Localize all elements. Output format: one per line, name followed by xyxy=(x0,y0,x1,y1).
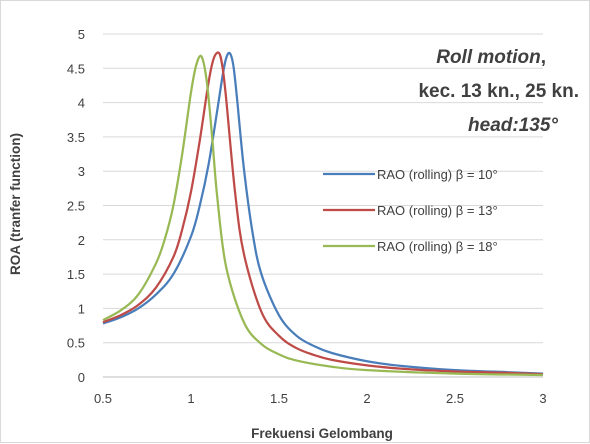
y-tick-label: 1 xyxy=(78,301,85,316)
y-tick-label: 2 xyxy=(78,233,85,248)
legend-label-3: RAO (rolling) β = 18° xyxy=(377,239,498,254)
x-tick-label: 1.5 xyxy=(270,391,288,406)
y-tick-label: 5 xyxy=(78,27,85,42)
y-tick-label: 0.5 xyxy=(67,336,85,351)
y-tick-label: 1.5 xyxy=(67,267,85,282)
series-line-3 xyxy=(102,54,544,377)
tick-labels: 0 0.5 1 1.5 2 2.5 3 3.5 4 4.5 5 0.5 1 1.5 2 2.5 3 xyxy=(67,27,547,406)
legend: RAO (rolling) β = 10° RAO (rolling) β = 1… xyxy=(323,167,498,254)
series-line-1 xyxy=(102,51,544,375)
x-tick-label: 1 xyxy=(187,391,194,406)
y-axis-title: ROA (tranfer function) xyxy=(8,133,23,275)
y-tick-label: 0 xyxy=(78,370,85,385)
x-tick-label: 2.5 xyxy=(446,391,464,406)
x-tick-label: 3 xyxy=(539,391,546,406)
series-line-2 xyxy=(102,51,544,376)
y-tick-label: 3.5 xyxy=(67,130,85,145)
annotation-roll-motion: Roll motion xyxy=(436,47,540,68)
x-axis-title: Frekuensi Gelombang xyxy=(251,426,393,441)
y-tick-label: 2.5 xyxy=(67,199,85,214)
annotation-line-3: head:135° xyxy=(468,115,558,136)
legend-label-1: RAO (rolling) β = 10° xyxy=(377,167,498,182)
annotation-line-2: kec. 13 kn., 25 kn. xyxy=(418,81,579,102)
chart-annotation: Roll motion, kec. 13 kn., 25 kn. head:13… xyxy=(418,47,579,136)
y-tick-label: 3 xyxy=(78,164,85,179)
x-tick-label: 2 xyxy=(363,391,370,406)
annotation-line-1: Roll motion, xyxy=(436,47,546,68)
annotation-comma: , xyxy=(541,47,546,68)
x-tick-label: 0.5 xyxy=(94,391,112,406)
legend-label-2: RAO (rolling) β = 13° xyxy=(377,203,498,218)
gridlines xyxy=(103,33,543,344)
y-tick-label: 4.5 xyxy=(67,61,85,76)
series-lines xyxy=(102,51,544,377)
y-tick-label: 4 xyxy=(78,96,85,111)
